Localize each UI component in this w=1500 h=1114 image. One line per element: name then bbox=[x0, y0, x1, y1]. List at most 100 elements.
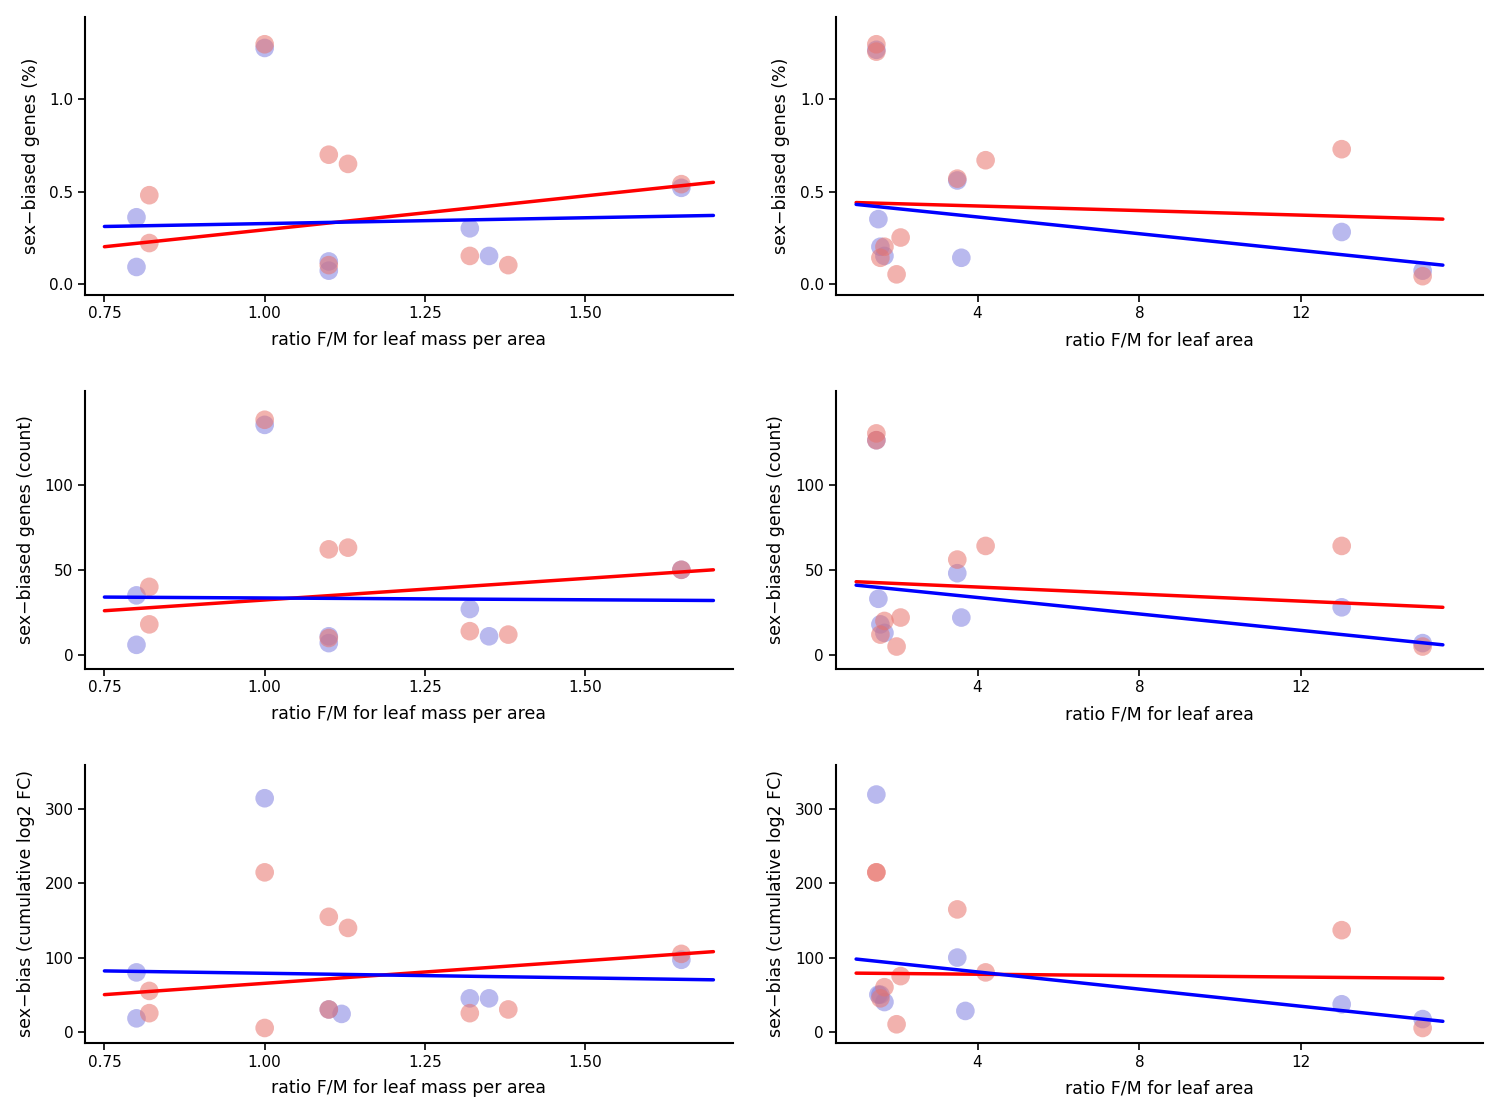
Point bbox=[888, 228, 912, 246]
Point bbox=[1329, 223, 1353, 241]
Point bbox=[336, 155, 360, 173]
Point bbox=[138, 983, 162, 1000]
Y-axis label: sex−biased genes (count): sex−biased genes (count) bbox=[16, 416, 34, 644]
Point bbox=[124, 258, 148, 276]
Point bbox=[252, 39, 276, 57]
Point bbox=[1329, 995, 1353, 1013]
Point bbox=[124, 208, 148, 226]
Point bbox=[868, 615, 892, 633]
Point bbox=[669, 175, 693, 193]
Point bbox=[868, 986, 892, 1004]
Point bbox=[950, 608, 974, 626]
Point bbox=[496, 256, 520, 274]
Point bbox=[336, 539, 360, 557]
Point bbox=[138, 578, 162, 596]
Point bbox=[252, 790, 276, 808]
Point bbox=[1410, 1019, 1434, 1037]
Point bbox=[316, 540, 340, 558]
Point bbox=[945, 565, 969, 583]
Point bbox=[316, 629, 340, 647]
Point bbox=[330, 1005, 354, 1023]
Point bbox=[945, 172, 969, 189]
Point bbox=[669, 560, 693, 578]
Point bbox=[864, 424, 888, 442]
Point bbox=[864, 42, 888, 60]
Point bbox=[138, 615, 162, 633]
Point bbox=[477, 247, 501, 265]
Point bbox=[1329, 921, 1353, 939]
Point bbox=[336, 919, 360, 937]
Point bbox=[1410, 262, 1434, 280]
Point bbox=[458, 1004, 482, 1022]
Point bbox=[1410, 1010, 1434, 1028]
Point bbox=[458, 219, 482, 237]
Point bbox=[669, 560, 693, 578]
X-axis label: ratio F/M for leaf area: ratio F/M for leaf area bbox=[1065, 705, 1254, 723]
Y-axis label: sex−biased genes (count): sex−biased genes (count) bbox=[768, 416, 786, 644]
Point bbox=[477, 627, 501, 645]
Point bbox=[124, 1009, 148, 1027]
Point bbox=[974, 152, 998, 169]
X-axis label: ratio F/M for leaf mass per area: ratio F/M for leaf mass per area bbox=[272, 331, 546, 349]
Point bbox=[864, 785, 888, 803]
Point bbox=[458, 623, 482, 641]
Point bbox=[138, 234, 162, 252]
Point bbox=[1329, 140, 1353, 158]
Y-axis label: sex−biased genes (%): sex−biased genes (%) bbox=[21, 58, 39, 254]
Point bbox=[888, 967, 912, 985]
Point bbox=[669, 951, 693, 969]
Point bbox=[458, 989, 482, 1007]
Point bbox=[885, 637, 909, 655]
Point bbox=[864, 863, 888, 881]
Point bbox=[945, 169, 969, 187]
Point bbox=[974, 964, 998, 981]
Point bbox=[477, 989, 501, 1007]
Point bbox=[1410, 267, 1434, 285]
Point bbox=[864, 863, 888, 881]
Point bbox=[316, 627, 340, 645]
Point bbox=[868, 626, 892, 644]
Point bbox=[316, 634, 340, 652]
Point bbox=[867, 590, 891, 608]
Point bbox=[669, 945, 693, 962]
Point bbox=[496, 1000, 520, 1018]
Point bbox=[669, 179, 693, 197]
Point bbox=[873, 612, 897, 629]
Point bbox=[974, 537, 998, 555]
Point bbox=[868, 989, 892, 1007]
Point bbox=[124, 636, 148, 654]
Y-axis label: sex−bias (cumulative log2 FC): sex−bias (cumulative log2 FC) bbox=[768, 771, 786, 1037]
X-axis label: ratio F/M for leaf mass per area: ratio F/M for leaf mass per area bbox=[272, 1079, 546, 1097]
Point bbox=[867, 211, 891, 228]
Point bbox=[124, 586, 148, 604]
Point bbox=[945, 550, 969, 568]
Point bbox=[1410, 637, 1434, 655]
Point bbox=[864, 431, 888, 449]
Point bbox=[316, 1000, 340, 1018]
Point bbox=[867, 986, 891, 1004]
Point bbox=[316, 256, 340, 274]
Point bbox=[873, 978, 897, 996]
Point bbox=[885, 1015, 909, 1033]
Point bbox=[864, 431, 888, 449]
Point bbox=[138, 1004, 162, 1022]
Point bbox=[316, 146, 340, 164]
Point bbox=[124, 964, 148, 981]
Point bbox=[945, 949, 969, 967]
Point bbox=[252, 1019, 276, 1037]
Point bbox=[458, 600, 482, 618]
Point bbox=[252, 36, 276, 53]
Point bbox=[873, 237, 897, 255]
Point bbox=[873, 247, 897, 265]
Point bbox=[138, 186, 162, 204]
Y-axis label: sex−bias (cumulative log2 FC): sex−bias (cumulative log2 FC) bbox=[16, 771, 34, 1037]
Point bbox=[950, 248, 974, 266]
Point bbox=[496, 626, 520, 644]
Point bbox=[252, 411, 276, 429]
Point bbox=[888, 608, 912, 626]
Point bbox=[885, 265, 909, 283]
Point bbox=[1410, 634, 1434, 652]
X-axis label: ratio F/M for leaf area: ratio F/M for leaf area bbox=[1065, 1079, 1254, 1097]
Point bbox=[873, 624, 897, 642]
Point bbox=[864, 36, 888, 53]
